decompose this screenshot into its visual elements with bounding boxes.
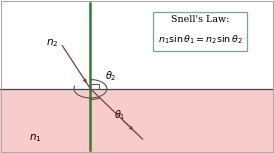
Text: $n_1$: $n_1$ xyxy=(29,132,42,144)
Text: $n_2$: $n_2$ xyxy=(46,37,58,49)
Bar xyxy=(0,89,274,153)
Text: $\theta_2$: $\theta_2$ xyxy=(105,70,117,83)
Text: Snell's Law:
$n_1 \sin \theta_1 = n_2 \sin \theta_2$: Snell's Law: $n_1 \sin \theta_1 = n_2 \s… xyxy=(158,15,242,46)
Bar xyxy=(0,0,274,89)
Text: $\theta_1$: $\theta_1$ xyxy=(114,109,125,122)
Bar xyxy=(90,84,99,89)
